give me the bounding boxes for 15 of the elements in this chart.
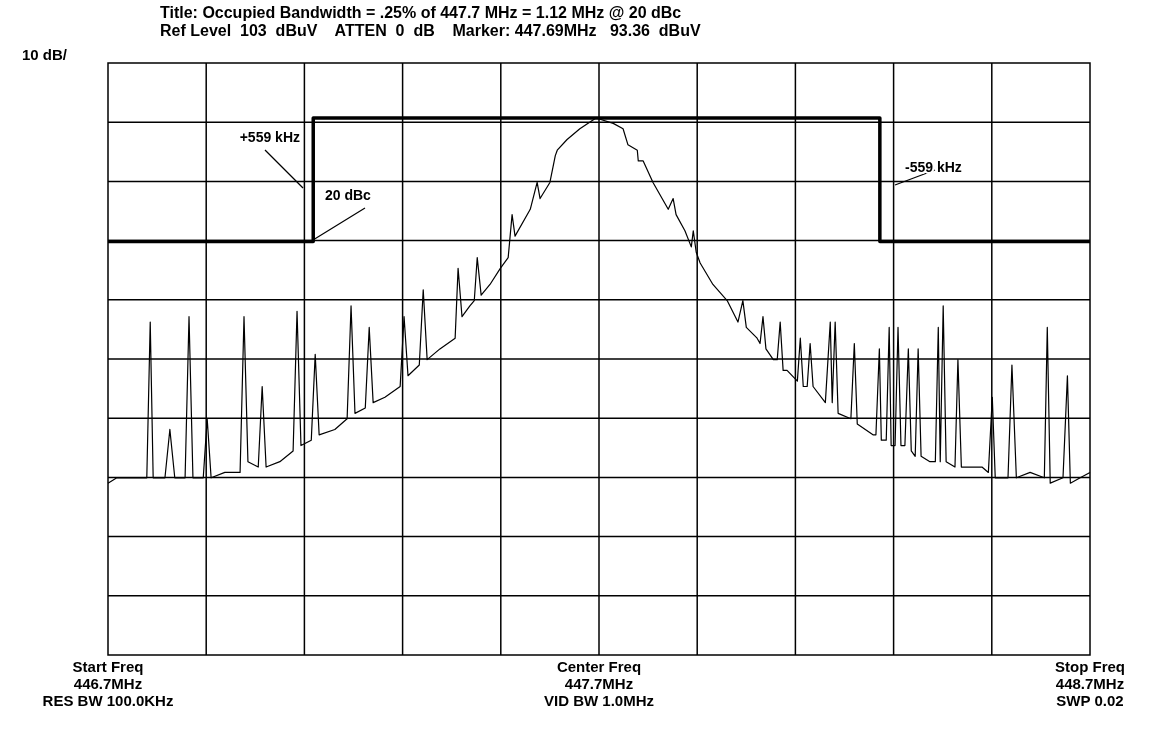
text: VID BW 1.0MHz bbox=[543, 692, 655, 709]
text: Center Freq bbox=[556, 658, 642, 675]
text: Start Freq bbox=[72, 658, 144, 675]
x-tick-label: 446.7MHz bbox=[73, 675, 143, 692]
text: SWP 0.02 bbox=[1056, 692, 1124, 709]
x-tick-label: 448.7MHz bbox=[1055, 675, 1125, 692]
text: 10 dB/ bbox=[22, 46, 68, 63]
annotation: -559 kHz bbox=[905, 159, 962, 175]
annotation: 20 dBc bbox=[325, 187, 372, 203]
text: RES BW 100.0KHz bbox=[42, 692, 174, 709]
x-tick-label: 447.7MHz bbox=[564, 675, 634, 692]
chart-title: Title: Occupied Bandwidth = .25% of 447.7 MHz = 1.12 MHz @ 20 dBc bbox=[160, 4, 682, 21]
annotation: +559 kHz bbox=[239, 129, 300, 145]
text: Stop Freq bbox=[1055, 658, 1125, 675]
chart-subtitle: Ref Level 103 dBuV ATTEN 0 dB Marker: 447.69MHz 93.36 dBuV bbox=[160, 22, 701, 39]
